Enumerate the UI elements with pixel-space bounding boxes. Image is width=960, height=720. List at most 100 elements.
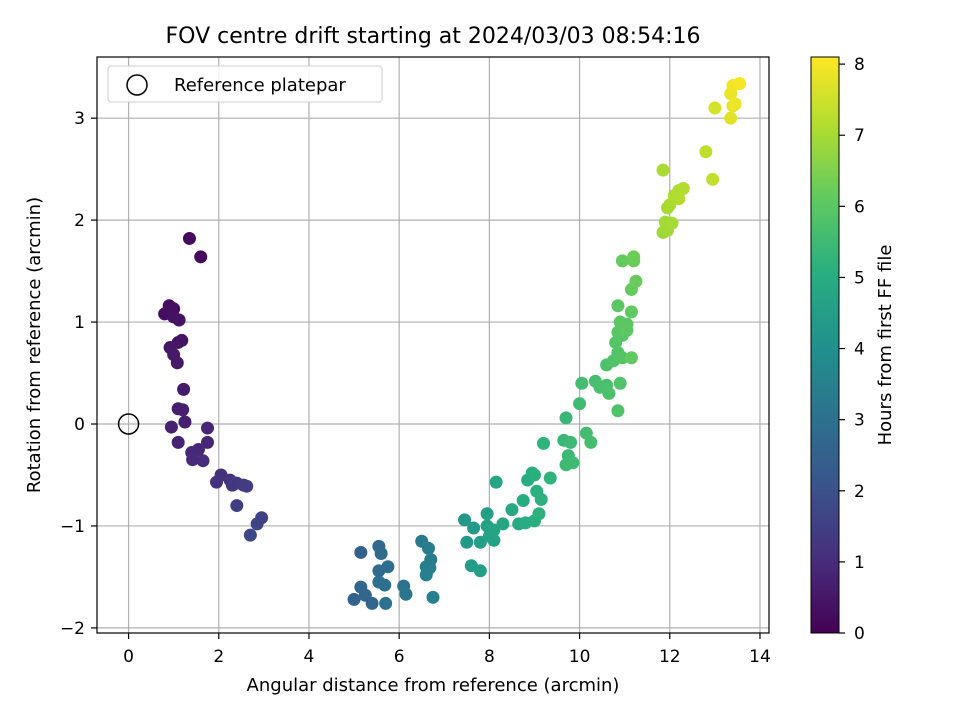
data-point [378,578,392,592]
data-point [175,333,189,347]
data-point [624,351,638,365]
data-point [489,475,503,489]
colorbar-ticks: 0 1 2 3 4 5 6 7 8 [839,55,865,644]
data-point [347,592,361,606]
data-point [573,397,587,411]
data-point [665,216,679,230]
data-point [516,493,530,507]
legend-box [107,65,383,103]
colorbar-tick-label: 7 [854,126,865,146]
y-axis-ticks: −2 −1 0 1 2 3 [60,109,97,639]
data-point [467,521,481,535]
data-point [624,305,638,319]
colorbar-tick-label: 2 [854,482,865,502]
data-point [699,145,713,159]
data-point [656,163,670,177]
reference-marker [117,413,140,435]
data-point [164,420,178,434]
legend-entry-reference: Reference platepar [174,75,346,96]
colorbar-gradient [810,56,840,634]
data-point [460,535,474,549]
y-tick-label: −1 [60,517,85,537]
data-point [458,513,472,527]
data-point [421,541,435,555]
data-point [250,517,264,531]
y-tick-label: 1 [74,313,85,333]
data-point [419,568,433,582]
data-point [182,231,196,245]
data-point [728,97,742,111]
data-point [602,386,616,400]
data-point [532,507,546,521]
x-tick-label: 8 [484,647,495,667]
data-points [158,77,747,610]
data-point [480,507,494,521]
x-tick-label: 14 [749,647,771,667]
colorbar-tick-label: 3 [854,411,865,431]
y-axis-label: Rotation from reference (arcmin) [24,197,45,493]
data-point [620,323,634,337]
colorbar-tick-label: 5 [854,268,865,288]
data-point [177,382,191,396]
legend: Reference platepar [107,65,383,103]
x-tick-label: 4 [304,647,315,667]
data-point [536,436,550,450]
data-point [426,590,440,604]
data-point [534,492,548,506]
colorbar-tick-label: 6 [854,197,865,217]
data-point [706,172,720,186]
data-point [399,587,413,601]
data-point [171,435,185,449]
x-axis-ticks: 0 2 4 6 8 10 12 14 [123,633,771,667]
colorbar-tick-label: 8 [854,55,865,75]
data-point [611,404,625,418]
data-point [505,503,519,517]
x-tick-label: 2 [213,647,224,667]
data-point [170,356,184,370]
data-point [473,564,487,578]
data-point [575,376,589,390]
data-point [200,435,214,449]
colorbar-tick-label: 0 [854,624,865,644]
data-point [543,471,557,485]
data-point [381,560,395,574]
data-point [724,111,738,125]
data-point [584,435,598,449]
y-tick-label: 0 [74,415,85,435]
data-point [527,468,541,482]
colorbar-label: Hours from first FF file [875,245,896,446]
x-tick-label: 12 [659,647,681,667]
x-tick-label: 0 [123,647,134,667]
data-point [196,454,210,468]
data-point [487,533,501,547]
data-point [611,299,625,313]
data-point [613,376,627,390]
data-point [615,254,629,268]
data-point [243,528,257,542]
x-tick-label: 10 [569,647,591,667]
data-point [627,250,641,264]
data-point [210,475,224,489]
colorbar-tick-label: 1 [854,553,865,573]
data-point [178,415,192,429]
data-point [379,596,393,610]
data-point [708,101,722,115]
data-point [186,453,200,467]
data-point [240,479,254,493]
data-point [733,77,747,91]
data-point [629,274,643,288]
data-point [194,250,208,264]
y-tick-label: 3 [74,109,85,129]
data-point [566,456,580,470]
y-tick-label: 2 [74,211,85,231]
data-point [564,435,578,449]
data-point [354,545,368,559]
y-tick-label: −2 [60,619,85,639]
data-point [672,192,686,206]
data-point [230,499,244,513]
data-point [191,442,205,456]
data-point [374,546,388,560]
data-point [676,182,690,196]
data-point [559,411,573,425]
